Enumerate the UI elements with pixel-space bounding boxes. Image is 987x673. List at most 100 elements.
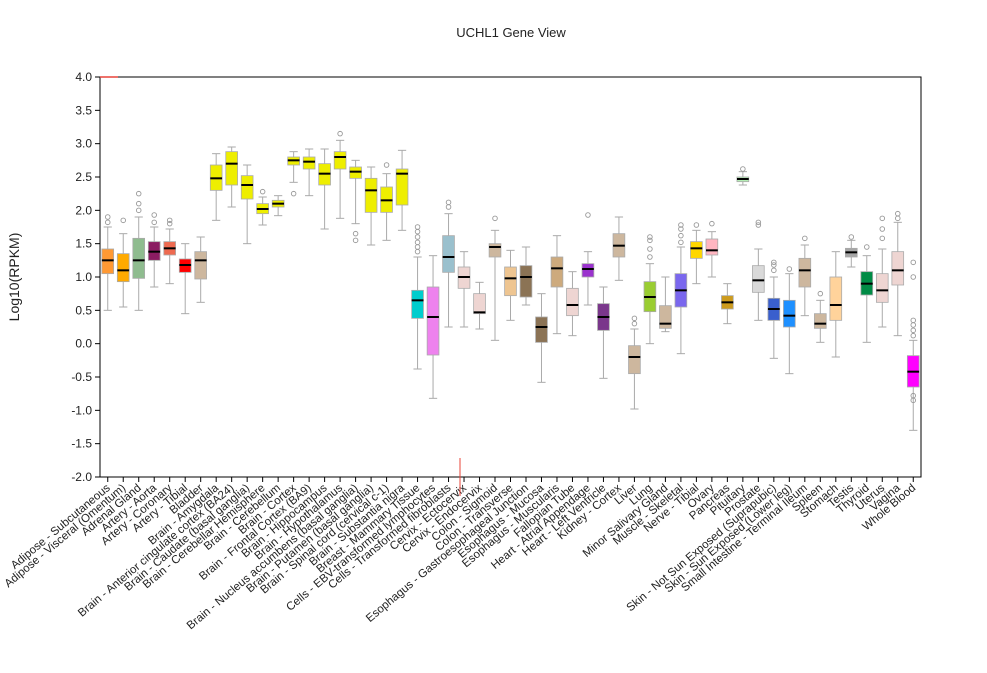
y-tick-label: -1.0: [71, 403, 92, 417]
box-iqr: [504, 266, 517, 297]
box-iqr: [488, 243, 502, 258]
box-44[interactable]: [783, 266, 796, 375]
box-1[interactable]: [116, 217, 130, 308]
y-tick-label: -0.5: [71, 370, 92, 384]
box-iqr: [473, 293, 486, 315]
outlier-point: [352, 230, 359, 237]
box-iqr: [116, 253, 130, 283]
box-6[interactable]: [194, 236, 207, 303]
chart-title: UCHL1 Gene View: [456, 25, 566, 40]
outlier-point: [879, 215, 886, 222]
box-20[interactable]: [411, 224, 424, 370]
box-34[interactable]: [628, 315, 641, 410]
outlier-point: [647, 254, 653, 260]
outlier-point: [414, 234, 421, 240]
outlier-point: [631, 315, 638, 322]
outlier-point: [135, 207, 142, 214]
outlier-point: [647, 234, 653, 240]
box-iqr: [875, 273, 889, 303]
outlier-point: [771, 262, 777, 268]
box-31[interactable]: [581, 212, 595, 306]
box-30[interactable]: [566, 271, 579, 337]
box-28[interactable]: [535, 293, 548, 383]
outlier-point: [445, 199, 452, 206]
box-17[interactable]: [364, 166, 378, 246]
box-26[interactable]: [504, 249, 517, 321]
y-tick-label: 0.0: [75, 337, 92, 351]
box-7[interactable]: [209, 153, 223, 221]
outlier-point: [337, 130, 343, 137]
outlier-point: [166, 220, 173, 227]
box-13[interactable]: [302, 148, 316, 197]
outlier-point: [910, 322, 917, 328]
box-12[interactable]: [287, 151, 300, 197]
outlier-point: [151, 219, 157, 226]
box-49[interactable]: [860, 244, 874, 343]
box-iqr: [705, 238, 719, 256]
outlier-point: [135, 190, 142, 197]
box-51[interactable]: [891, 210, 905, 337]
outlier-point: [414, 224, 421, 230]
box-2[interactable]: [132, 190, 146, 311]
outlier-point: [445, 204, 452, 210]
box-41[interactable]: [736, 166, 750, 186]
box-22[interactable]: [442, 199, 455, 328]
box-21[interactable]: [426, 255, 440, 399]
box-iqr: [364, 177, 378, 213]
box-33[interactable]: [612, 216, 626, 281]
outlier-point: [895, 210, 901, 217]
box-42[interactable]: [752, 219, 765, 321]
outlier-point: [771, 267, 777, 274]
outlier-point: [414, 239, 421, 246]
y-tick-label: -1.5: [71, 437, 92, 451]
box-40[interactable]: [721, 283, 734, 325]
outlier-point: [631, 320, 638, 327]
box-38[interactable]: [690, 222, 703, 285]
box-29[interactable]: [550, 235, 564, 335]
box-25[interactable]: [488, 215, 502, 341]
outlier-point: [678, 232, 684, 239]
box-10[interactable]: [256, 188, 269, 226]
box-11[interactable]: [271, 195, 285, 217]
box-46[interactable]: [814, 290, 827, 343]
box-15[interactable]: [333, 130, 347, 219]
box-24[interactable]: [473, 281, 486, 330]
outlier-point: [120, 217, 126, 224]
y-tick-label: 2.5: [75, 170, 92, 184]
box-45[interactable]: [798, 235, 812, 317]
box-iqr: [798, 257, 812, 288]
box-35[interactable]: [643, 234, 657, 345]
box-4[interactable]: [163, 217, 176, 285]
box-8[interactable]: [225, 146, 238, 208]
outlier-point: [848, 234, 855, 240]
box-36[interactable]: [659, 276, 672, 333]
outlier-point: [786, 266, 793, 272]
box-48[interactable]: [845, 234, 858, 268]
box-32[interactable]: [597, 286, 610, 379]
outlier-point: [383, 162, 390, 168]
box-9[interactable]: [240, 164, 254, 245]
box-iqr: [333, 151, 347, 170]
box-39[interactable]: [705, 220, 719, 278]
box-18[interactable]: [380, 162, 393, 241]
box-iqr: [519, 265, 533, 298]
box-52[interactable]: [906, 259, 920, 431]
box-23[interactable]: [457, 251, 471, 328]
box-iqr: [240, 175, 254, 200]
box-0[interactable]: [101, 214, 115, 311]
box-iqr: [814, 313, 827, 329]
box-14[interactable]: [318, 148, 331, 230]
box-47[interactable]: [829, 251, 843, 358]
box-iqr: [225, 151, 238, 186]
box-27[interactable]: [519, 246, 533, 306]
box-3[interactable]: [147, 212, 161, 288]
box-5[interactable]: [178, 243, 192, 315]
box-50[interactable]: [875, 215, 889, 328]
box-16[interactable]: [349, 159, 362, 244]
outlier-point: [678, 222, 684, 228]
box-19[interactable]: [395, 149, 409, 231]
box-43[interactable]: [767, 259, 781, 359]
box-iqr: [829, 276, 843, 321]
box-37[interactable]: [674, 222, 688, 355]
y-tick-label: 1.0: [75, 270, 92, 284]
